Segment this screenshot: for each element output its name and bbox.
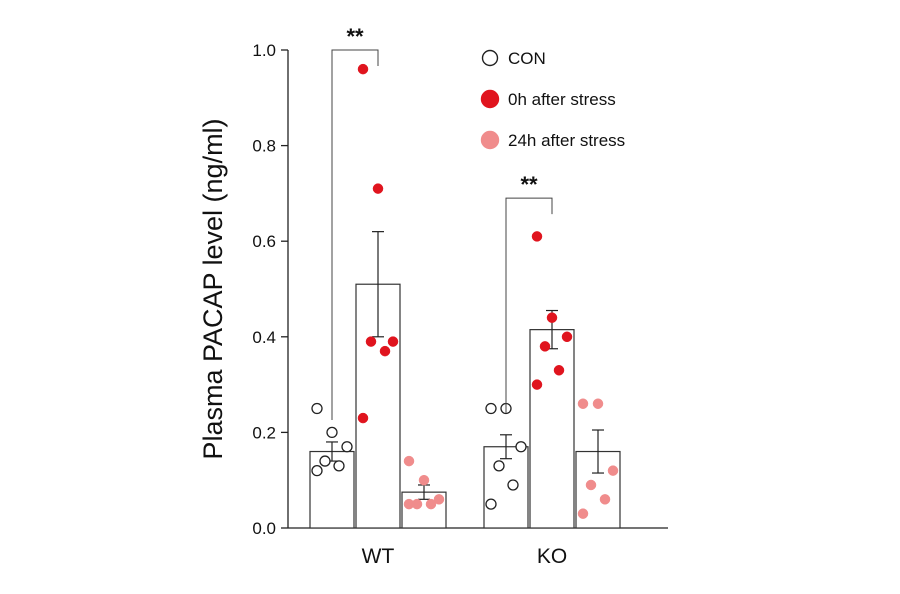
bar bbox=[483, 446, 529, 529]
x-category-label: KO bbox=[537, 545, 567, 568]
data-point bbox=[531, 231, 543, 242]
legend: CON 0h after stress 24h after stress bbox=[480, 49, 625, 150]
data-point bbox=[546, 312, 558, 323]
data-point bbox=[577, 508, 589, 519]
data-point bbox=[607, 465, 619, 476]
significance-label: ** bbox=[346, 24, 364, 49]
data-point bbox=[485, 402, 497, 415]
legend-marker bbox=[481, 49, 499, 67]
legend-label: CON bbox=[508, 49, 546, 68]
axes: 0.0 0.2 0.4 0.6 0.8 1.0 WT KO bbox=[252, 41, 668, 568]
data-point bbox=[357, 412, 369, 424]
data-point bbox=[365, 336, 377, 347]
data-point bbox=[577, 398, 589, 409]
y-axis-label: Plasma PACAP level (ng/ml) bbox=[198, 118, 228, 459]
legend-marker bbox=[480, 130, 500, 150]
y-tick-label: 0.4 bbox=[252, 328, 276, 347]
data-point bbox=[341, 441, 353, 453]
data-point bbox=[553, 365, 565, 376]
x-category-label: WT bbox=[362, 545, 395, 568]
data-point bbox=[531, 379, 543, 390]
data-point bbox=[515, 441, 527, 453]
significance-bracket bbox=[505, 197, 553, 413]
significance-label: ** bbox=[520, 172, 538, 197]
data-point bbox=[592, 398, 604, 409]
significance-brackets: ** ** bbox=[331, 24, 553, 420]
bar bbox=[529, 329, 575, 529]
significance-bracket bbox=[331, 49, 379, 420]
data-point bbox=[507, 479, 519, 491]
data-point bbox=[493, 460, 505, 472]
y-tick-label: 0.8 bbox=[252, 137, 276, 156]
data-point bbox=[311, 464, 323, 477]
data-point bbox=[485, 498, 497, 510]
data-points bbox=[311, 63, 619, 519]
data-point bbox=[433, 494, 445, 505]
y-tick-label: 1.0 bbox=[252, 41, 276, 60]
legend-label: 24h after stress bbox=[508, 131, 625, 150]
data-point bbox=[357, 63, 369, 75]
data-point bbox=[403, 498, 415, 510]
y-tick-label: 0.0 bbox=[252, 519, 276, 538]
data-point bbox=[539, 341, 551, 352]
data-point bbox=[599, 494, 611, 505]
data-point bbox=[387, 336, 399, 347]
data-point bbox=[418, 474, 430, 486]
data-point bbox=[379, 345, 391, 357]
y-tick-label: 0.2 bbox=[252, 423, 276, 442]
data-point bbox=[425, 498, 437, 510]
data-point bbox=[372, 183, 384, 194]
data-point bbox=[311, 402, 323, 415]
data-point bbox=[403, 455, 415, 467]
bars bbox=[309, 283, 621, 529]
legend-marker bbox=[480, 89, 500, 109]
data-point bbox=[333, 460, 345, 472]
data-point bbox=[561, 331, 573, 343]
data-point bbox=[319, 455, 331, 467]
legend-label: 0h after stress bbox=[508, 90, 616, 109]
data-point bbox=[326, 426, 338, 439]
data-point bbox=[585, 479, 597, 491]
bar bbox=[309, 450, 355, 529]
y-tick-label: 0.6 bbox=[252, 232, 276, 251]
